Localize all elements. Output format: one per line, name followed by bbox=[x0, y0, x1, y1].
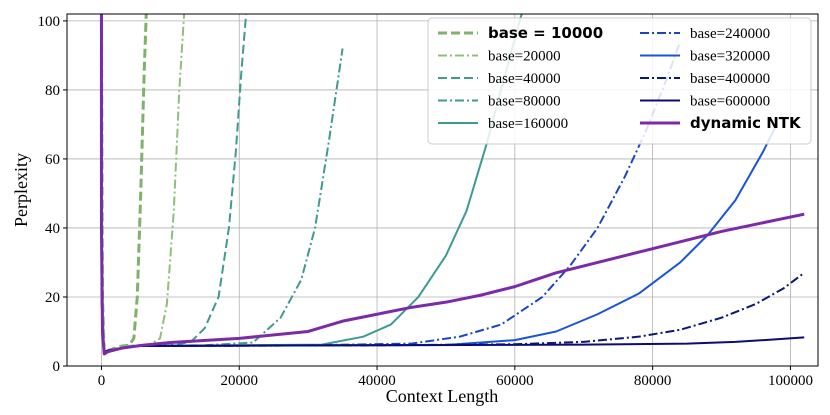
legend-label: base=40000 bbox=[488, 71, 561, 87]
y-axis-label: Perplexity bbox=[11, 153, 31, 227]
legend-label: base=240000 bbox=[690, 26, 770, 42]
legend-label: base = 10000 bbox=[488, 24, 603, 42]
legend: base = 10000 base=20000 base=40000 base=800… bbox=[427, 17, 812, 145]
x-tick-label: 100000 bbox=[768, 373, 813, 389]
y-tick-label: 40 bbox=[45, 221, 60, 237]
y-tick-label: 60 bbox=[45, 152, 60, 168]
x-tick-label: 0 bbox=[98, 373, 106, 389]
x-tick-label: 80000 bbox=[634, 373, 672, 389]
plot-frame bbox=[66, 13, 819, 367]
series-line-0 bbox=[99, 14, 148, 354]
series-line-9 bbox=[99, 14, 805, 356]
legend-label: base=160000 bbox=[488, 116, 568, 132]
x-tick-label: 40000 bbox=[358, 373, 396, 389]
legend-label: base=400000 bbox=[690, 71, 770, 87]
series-lines bbox=[99, 14, 805, 356]
x-axis-label: Context Length bbox=[386, 386, 498, 406]
legend-label: base=600000 bbox=[690, 94, 770, 110]
y-tick-label: 0 bbox=[53, 359, 61, 375]
legend-label: base=80000 bbox=[488, 94, 561, 110]
axis-ticks: 0 20000 40000 60000 80000 100000 0 20 40 60 80 100 bbox=[38, 14, 813, 389]
y-tick-label: 20 bbox=[45, 290, 60, 306]
series-line-1 bbox=[100, 14, 186, 354]
legend-label: base=320000 bbox=[690, 49, 770, 65]
y-tick-label: 100 bbox=[38, 14, 61, 30]
series-line-7 bbox=[100, 234, 805, 354]
legend-label: base=20000 bbox=[488, 49, 561, 65]
series-line-3 bbox=[100, 48, 344, 354]
x-tick-label: 60000 bbox=[496, 373, 534, 389]
legend-label: dynamic NTK bbox=[690, 114, 802, 132]
x-tick-label: 20000 bbox=[220, 373, 258, 389]
series-line-2 bbox=[100, 14, 248, 354]
y-tick-label: 80 bbox=[45, 83, 60, 99]
series-line-8 bbox=[100, 214, 805, 354]
legend-box bbox=[427, 17, 812, 145]
